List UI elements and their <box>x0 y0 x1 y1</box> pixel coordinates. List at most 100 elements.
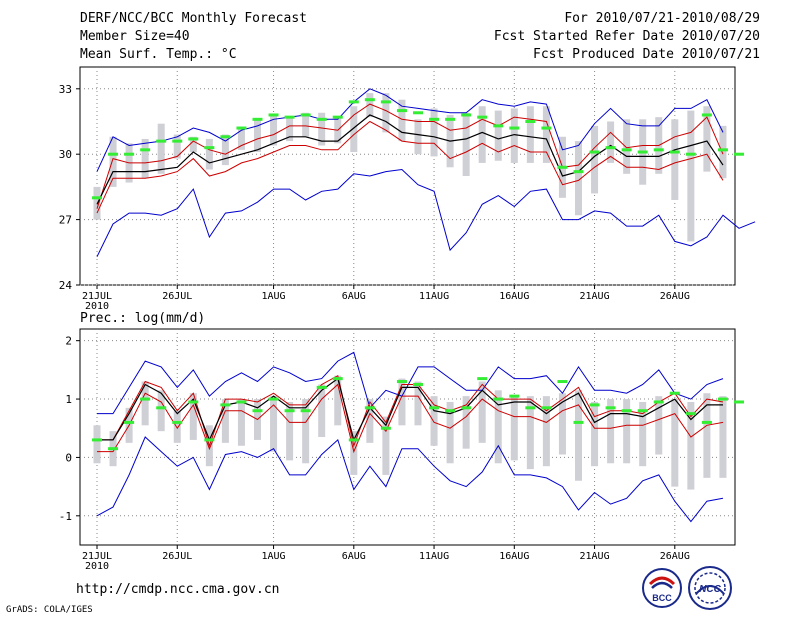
spread-box <box>558 393 566 455</box>
plot-frame <box>79 66 736 286</box>
spread-box <box>189 393 197 440</box>
spread-box <box>510 396 518 461</box>
spread-box <box>526 106 534 163</box>
spread-box <box>398 99 406 142</box>
x-tick-label: 16AUG <box>499 291 529 302</box>
spread-box <box>318 384 326 437</box>
x-tick-label: 6AUG <box>342 551 366 562</box>
y-tick-label: 1 <box>65 393 72 406</box>
spread-box <box>494 110 502 161</box>
spread-box <box>141 381 149 426</box>
y-tick-label: 0 <box>65 451 72 464</box>
x-tick-label: 26AUG <box>660 291 690 302</box>
spread-box <box>510 108 518 163</box>
fcst-produced-date: Fcst Produced Date 2010/07/21 <box>533 47 760 62</box>
spread-box <box>575 141 582 216</box>
spread-box <box>270 114 278 146</box>
spread-box <box>591 401 599 467</box>
x-tick-label: 21JUL <box>82 291 112 302</box>
spread-box <box>302 399 310 464</box>
series-line-upper <box>96 103 724 209</box>
spread-box <box>173 410 181 443</box>
series-line-max <box>96 88 724 172</box>
y-tick-label: 27 <box>59 214 72 227</box>
spread-box <box>286 401 294 461</box>
spread-box <box>382 93 390 133</box>
x-year-label: 2010 <box>85 301 109 312</box>
spread-box <box>189 136 197 153</box>
spread-box <box>157 123 165 174</box>
spread-box <box>446 401 454 464</box>
spread-box <box>302 112 310 137</box>
spread-box <box>414 381 422 426</box>
x-tick-label: 16AUG <box>499 551 529 562</box>
spread-box <box>93 425 101 464</box>
series-line-max <box>97 351 724 415</box>
spread-box <box>591 125 599 194</box>
spread-box <box>318 112 326 146</box>
spread-box <box>478 106 486 163</box>
spread-box <box>462 396 470 449</box>
spread-box <box>270 396 278 452</box>
spread-box <box>350 431 358 475</box>
spread-box <box>237 399 245 446</box>
y-tick-label: 24 <box>59 279 73 292</box>
ncc-logo: NCC <box>688 566 732 610</box>
spread-box <box>703 393 711 478</box>
ncc-logo-text: NCC <box>699 584 721 595</box>
bcc-logo: BCC <box>642 568 682 608</box>
grads-credit: GrADS: COLA/IGES <box>6 605 93 615</box>
series-line-min <box>96 436 724 523</box>
spread-box <box>157 390 165 432</box>
series-line-lower <box>97 383 724 454</box>
spread-box <box>575 390 582 481</box>
series-line-lower <box>96 120 724 214</box>
spread-box <box>671 399 679 487</box>
spread-box <box>607 121 615 163</box>
spread-box <box>286 117 294 142</box>
spread-box <box>221 134 229 166</box>
spread-box <box>366 399 374 443</box>
series-line-mean <box>96 114 724 205</box>
spread-box <box>173 134 181 159</box>
spread-box <box>334 375 342 426</box>
bcc-logo-text: BCC <box>652 593 672 603</box>
x-tick-label: 21AUG <box>579 291 609 302</box>
spread-box <box>478 381 486 443</box>
y-tick-label: 33 <box>59 83 72 96</box>
spread-box <box>350 106 358 153</box>
series-line-min <box>96 168 756 257</box>
spread-box <box>687 110 695 242</box>
spread-box <box>430 396 438 446</box>
spread-box <box>526 396 534 470</box>
spread-box <box>237 128 245 150</box>
x-year-label: 2010 <box>85 561 109 572</box>
spread-box <box>671 119 679 200</box>
spread-box <box>221 399 229 443</box>
spread-box <box>607 399 615 464</box>
x-tick-label: 1AUG <box>262 291 286 302</box>
spread-box <box>462 112 470 176</box>
x-tick-label: 26JUL <box>162 551 192 562</box>
x-tick-label: 21JUL <box>82 551 112 562</box>
spread-box <box>109 136 117 187</box>
spread-box <box>494 390 502 464</box>
plot-frame <box>79 328 736 546</box>
spread-box <box>382 416 390 475</box>
spread-box <box>719 396 727 478</box>
spread-box <box>205 138 213 170</box>
variable-label: Mean Surf. Temp.: °C <box>80 47 237 62</box>
spread-box <box>141 138 149 179</box>
spread-box <box>430 108 438 157</box>
x-tick-label: 11AUG <box>419 551 449 562</box>
spread-box <box>542 106 550 163</box>
panel-temperature: 21JUL 26JUL 1AUG 6AUG 11AUG 16AUG 21AUG 26AUG 20… <box>59 66 756 312</box>
source-url[interactable]: http://cmdp.ncc.cma.gov.cn <box>76 582 280 597</box>
panel-precipitation: 21JUL 26JUL 1AUG 6AUG 11AUG 16AUG 21AUG 26AUG20… <box>59 328 744 572</box>
spread-box <box>623 119 631 174</box>
chart-title: DERF/NCC/BCC Monthly Forecast <box>80 11 307 26</box>
x-tick-label: 26AUG <box>660 551 690 562</box>
spread-box <box>398 378 406 426</box>
precip-title: Prec.: log(mm/d) <box>80 311 205 326</box>
